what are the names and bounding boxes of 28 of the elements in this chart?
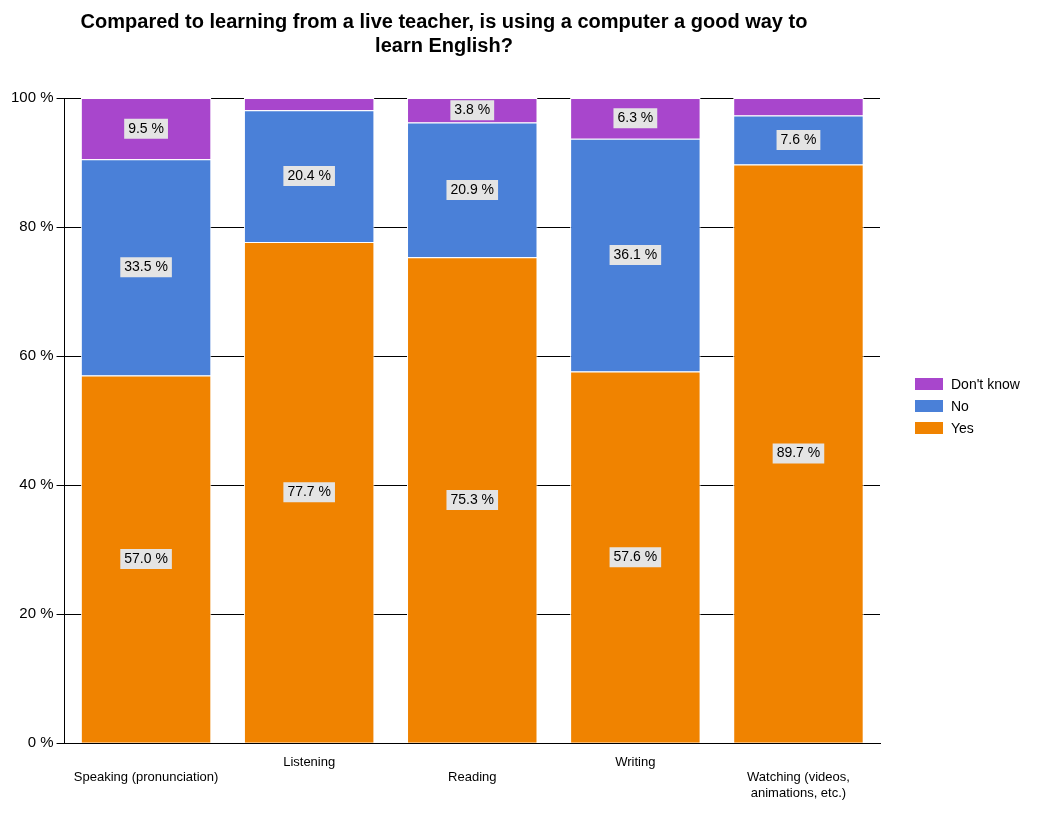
data-label: 36.1 % [613,245,658,262]
y-tick-label: 20 % [19,604,54,622]
data-label: 75.3 % [450,490,495,507]
y-tick-label: 60 % [19,346,54,364]
legend-label: No [951,398,969,414]
chart-title: Compared to learning from a live teacher, is using a computer a good way to learn English? [80,9,808,56]
x-tick-label: Listening [283,753,336,769]
x-tick-label: Watching (videos, animations, etc.) [747,769,850,800]
y-tick-label: 0 % [27,733,54,751]
data-label: 20.9 % [450,180,495,197]
x-tick-label: Writing [615,753,656,769]
x-tick-label: Speaking (pronunciation) [73,769,219,785]
data-label: 57.6 % [613,547,658,564]
y-tick-label: 80 % [19,217,54,235]
data-label: 6.3 % [617,109,654,126]
data-label: 57.0 % [124,549,168,566]
data-label: 20.4 % [287,166,331,183]
legend-label: Don't know [951,376,1020,392]
data-label: 7.6 % [780,130,817,147]
data-label: 77.7 % [287,483,331,500]
legend-label: Yes [951,420,974,436]
x-tick-label: Reading [448,769,497,785]
data-label: 89.7 % [776,444,821,461]
data-label: 9.5 % [128,119,164,136]
y-tick-label: 100 % [10,88,54,106]
data-label: 3.8 % [454,101,491,118]
y-tick-label: 40 % [19,475,54,493]
data-label: 33.5 % [124,258,168,275]
